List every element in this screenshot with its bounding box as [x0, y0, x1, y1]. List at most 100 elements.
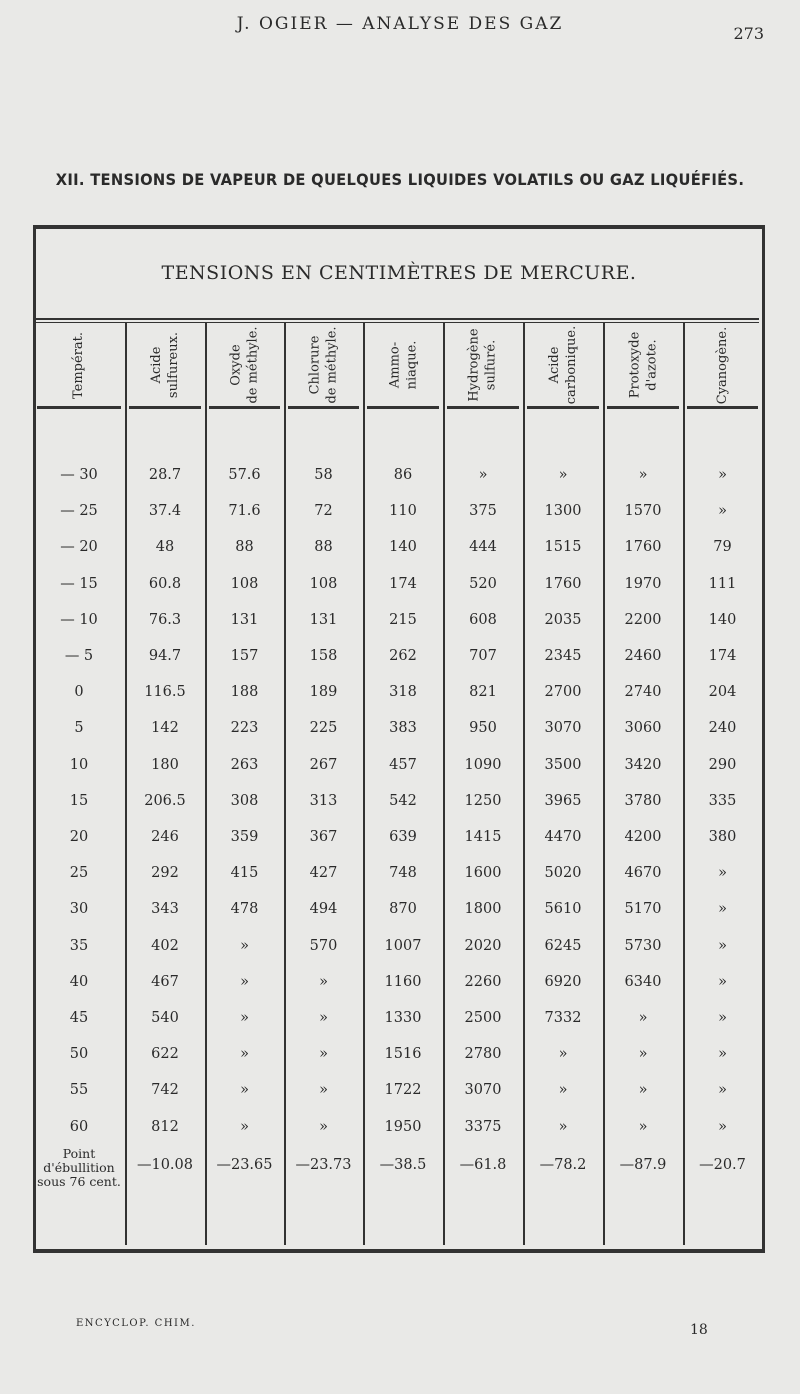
temperature-cell: — 20 [60, 539, 98, 556]
table-cell: 367 [309, 829, 338, 845]
table-cell: 94.7 [148, 648, 182, 664]
column-header: Protoxyde d'azote. [603, 322, 683, 408]
table-cell: » [638, 1046, 648, 1063]
table-cell: 79 [713, 539, 732, 556]
table-cell: 2200 [624, 611, 662, 628]
table-cell: 108 [309, 575, 338, 592]
table-cell: 5610 [544, 901, 582, 918]
table-cell: 343 [151, 901, 179, 918]
table-cell: 131 [230, 611, 259, 628]
table-cell: 2700 [544, 684, 582, 701]
table-cell: 318 [389, 684, 417, 701]
header-underline [687, 406, 758, 409]
boiling-point-label: Point d'ébullition sous 76 cent. [37, 1146, 121, 1189]
table-cell: 444 [469, 539, 497, 556]
table-cell: 57.6 [228, 467, 261, 483]
table-cell: 308 [230, 792, 259, 809]
table-cell: 140 [389, 539, 417, 556]
table-cell: 639 [389, 829, 417, 845]
table-cell: 28.7 [148, 467, 182, 483]
table-cell: 1160 [384, 973, 422, 990]
column-header-label: Cyanogène. [715, 326, 730, 404]
table-cell: 821 [469, 684, 497, 701]
column-header: Chlorure de méthyle. [284, 322, 363, 408]
header-underline [527, 406, 599, 409]
table-cell: 3070 [464, 1082, 502, 1099]
table-cell: » [319, 1118, 328, 1135]
boiling-point-cell: —38.5 [379, 1157, 427, 1173]
table-cell: 3965 [544, 792, 582, 809]
header-underline [288, 406, 359, 409]
divider [36, 318, 759, 320]
table-cell: 520 [469, 575, 497, 592]
table-cell: 204 [708, 684, 737, 701]
header-underline [209, 406, 280, 409]
boiling-point-cell: —23.73 [295, 1157, 352, 1173]
table-cell: 1760 [544, 575, 582, 592]
temperature-cell: 10 [69, 756, 89, 773]
table-cell: 267 [309, 756, 338, 773]
table-cell: 812 [151, 1118, 179, 1135]
table-cell: 5170 [624, 901, 662, 918]
table-cell: 950 [469, 720, 497, 737]
table-cell: 88 [235, 539, 254, 556]
table-cell: » [240, 1118, 249, 1135]
table-cell: 3420 [624, 756, 662, 773]
column-divider [443, 322, 445, 1245]
column-divider [125, 322, 127, 1245]
table-cell: 111 [708, 575, 737, 592]
temperature-cell: 40 [69, 973, 89, 990]
table-cell: 457 [389, 756, 417, 773]
table-cell: » [558, 1082, 568, 1099]
table-cell: 1570 [624, 503, 662, 520]
table-cell: 2260 [464, 973, 502, 990]
table-cell: 1800 [464, 901, 502, 918]
table-cell: » [240, 937, 249, 954]
table-cell: 37.4 [148, 503, 182, 520]
table-cell: 4670 [624, 865, 662, 882]
column-divider [363, 322, 365, 1245]
column-header-label: Acide carbonique. [546, 325, 579, 405]
table-cell: 174 [389, 575, 417, 592]
table-cell: » [478, 467, 488, 483]
temperature-cell: 15 [69, 792, 89, 809]
temperature-cell: — 25 [60, 503, 98, 520]
header-underline [129, 406, 201, 409]
table-cell: 3060 [624, 720, 662, 737]
column-header: Oxyde de méthyle. [205, 322, 284, 408]
table-cell: » [319, 1046, 328, 1063]
table-cell: 2500 [464, 1010, 502, 1026]
column-header-label: Protoxyde d'azote. [627, 331, 659, 399]
column-header: Ammo- niaque. [363, 322, 443, 408]
temperature-cell: 55 [69, 1082, 89, 1099]
table-cell: » [718, 973, 727, 990]
divider [36, 322, 759, 323]
table-cell: 4200 [624, 829, 662, 845]
table-cell: 290 [708, 756, 737, 773]
table-cell: 131 [309, 611, 338, 628]
temperature-cell: 30 [69, 901, 89, 918]
temperature-cell: 45 [69, 1010, 89, 1026]
table-cell: 742 [151, 1082, 179, 1099]
table-cell: 1970 [624, 575, 662, 592]
table-cell: 7332 [544, 1010, 582, 1026]
table-cell: » [718, 937, 727, 954]
table-cell: 2020 [464, 937, 502, 954]
table-cell: 375 [469, 503, 497, 520]
header-underline [37, 406, 121, 409]
table-cell: 1760 [624, 539, 662, 556]
table-cell: » [718, 865, 727, 882]
table-cell: 58 [314, 467, 333, 483]
table-cell: 494 [309, 901, 338, 918]
column-header-label: Températ. [71, 331, 87, 399]
column-header: Acide sulfureux. [125, 322, 205, 408]
table-cell: 76.3 [148, 611, 182, 628]
table-cell: 158 [309, 648, 338, 664]
column-header: Hydrogène sulfuré. [443, 322, 523, 408]
column-divider [284, 322, 286, 1245]
temperature-cell: 20 [69, 829, 89, 845]
table-cell: 88 [314, 539, 333, 556]
column-header-label: Acide sulfureux. [148, 331, 181, 399]
table-cell: 5020 [544, 865, 582, 882]
table-cell: 608 [469, 611, 497, 628]
